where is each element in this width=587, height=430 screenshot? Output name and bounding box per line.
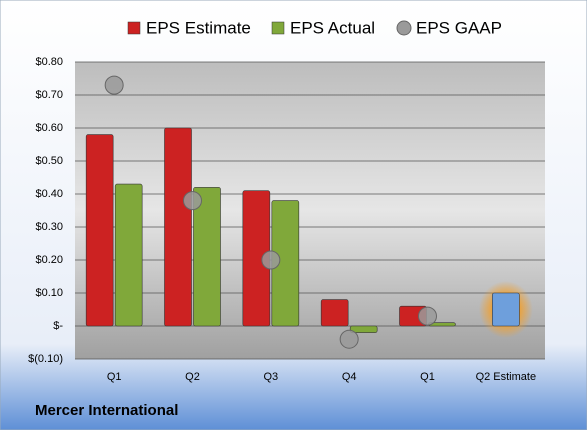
y-tick-label: $(0.10): [28, 353, 63, 365]
footer: Mercer International: [35, 402, 178, 419]
y-tick-label: $0.80: [35, 56, 63, 68]
gaap-point: [104, 75, 124, 95]
y-tick-label: $0.20: [35, 254, 63, 266]
x-tick-label: Q1: [107, 371, 122, 383]
bar: [492, 292, 520, 327]
legend-label: EPS Actual: [290, 18, 375, 37]
bar: [164, 127, 192, 327]
x-tick-label: Q4: [342, 371, 357, 383]
legend-marker: [396, 20, 412, 36]
bar: [85, 134, 114, 327]
y-tick-label: $0.70: [35, 89, 63, 101]
gaap-point: [418, 306, 437, 326]
x-tick-label: Q2 Estimate: [476, 371, 537, 383]
y-tick-label: $-: [53, 320, 63, 332]
bar: [320, 299, 349, 327]
bar: [193, 187, 221, 327]
bar: [114, 183, 143, 327]
gaap-point: [339, 329, 359, 349]
legend-marker: [271, 21, 285, 35]
x-tick-label: Q1: [420, 371, 435, 383]
y-tick-label: $0.60: [35, 122, 63, 134]
gaap-point: [261, 250, 281, 270]
x-tick-label: Q3: [263, 371, 278, 383]
plot-area: [75, 62, 545, 359]
y-tick-label: $0.30: [35, 221, 63, 233]
legend-marker: [127, 21, 141, 35]
y-tick-label: $0.50: [35, 155, 63, 167]
legend-label: EPS Estimate: [146, 18, 251, 37]
y-tick-label: $0.40: [35, 188, 63, 200]
x-tick-label: Q2: [185, 371, 200, 383]
y-tick-label: $0.10: [35, 287, 63, 299]
legend-label: EPS GAAP: [416, 18, 502, 37]
gaap-point: [183, 191, 202, 211]
bar: [349, 325, 378, 333]
